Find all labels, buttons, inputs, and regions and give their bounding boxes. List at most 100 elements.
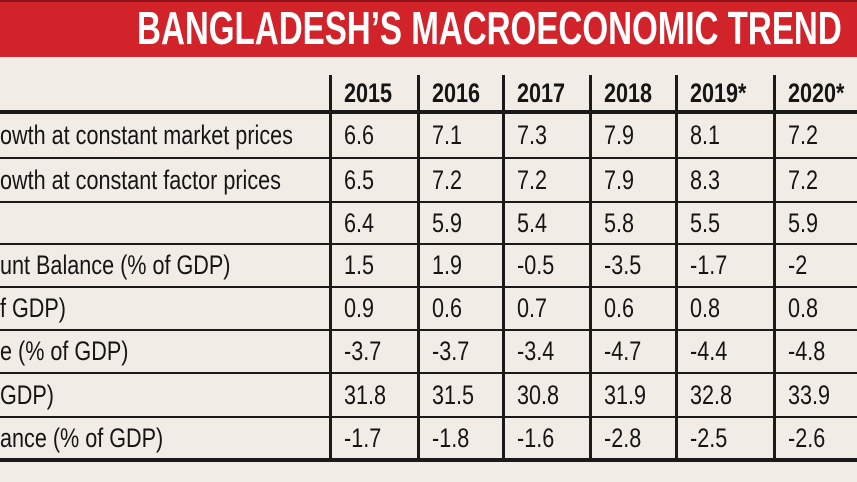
column-header: 2019* <box>690 75 772 112</box>
row-divider <box>0 243 857 245</box>
value-text: -1.8 <box>432 423 470 453</box>
value-cell: 0.9 <box>344 287 416 330</box>
row-label-text: unt Balance (% of GDP) <box>0 250 231 280</box>
value-cell: 32.8 <box>690 373 772 417</box>
value-text: 0.7 <box>517 293 548 323</box>
value-cell: 0.7 <box>517 287 588 330</box>
value-cell: 6.6 <box>344 112 416 158</box>
row-label-text: f GDP) <box>0 293 67 323</box>
value-cell: -3.4 <box>517 330 588 373</box>
value-text: 32.8 <box>690 379 733 410</box>
column-header: 2015 <box>344 75 416 112</box>
value-text: 5.4 <box>517 207 548 238</box>
value-cell: 6.5 <box>344 158 416 202</box>
value-text: 8.3 <box>690 164 721 195</box>
value-text: 31.9 <box>604 379 647 410</box>
value-text: 7.9 <box>604 119 635 150</box>
value-cell: 7.9 <box>604 112 674 158</box>
value-cell: -1.6 <box>517 417 588 460</box>
value-text: -2.6 <box>788 423 826 453</box>
row-label: ance (% of GDP) <box>0 417 326 460</box>
value-cell: 7.2 <box>517 158 588 202</box>
header-row: 2015 2016 2017 2018 2019* 2020* <box>0 75 857 112</box>
value-text: 5.8 <box>604 207 635 238</box>
value-text: -1.6 <box>517 423 555 453</box>
value-text: -4.4 <box>690 336 728 366</box>
value-cell: 1.9 <box>432 244 501 287</box>
value-text: 0.6 <box>432 293 463 323</box>
value-text: 1.9 <box>432 250 463 280</box>
value-text: -2.5 <box>690 423 728 453</box>
column-header: 2016 <box>432 75 501 112</box>
table-row: e (% of GDP) -3.7 -3.7 -3.4 -4.7 -4.4 -4.8 <box>0 330 857 373</box>
value-text: 7.1 <box>432 119 463 150</box>
year-label: 2017 <box>517 78 566 108</box>
row-label-text: GDP) <box>0 379 54 410</box>
value-cell: 7.3 <box>517 112 588 158</box>
value-cell: -1.7 <box>344 417 416 460</box>
value-cell: 7.1 <box>432 112 501 158</box>
table-row: f GDP) 0.9 0.6 0.7 0.6 0.8 0.8 <box>0 287 857 330</box>
value-text: 31.5 <box>432 379 475 410</box>
table-row: owth at constant factor prices 6.5 7.2 7.2 7… <box>0 158 857 202</box>
value-text: 5.9 <box>432 207 463 238</box>
value-cell: -2 <box>788 244 857 287</box>
page-title-text: BANGLADESH’S MACROECONOMIC TREND <box>137 2 842 54</box>
value-text: 7.2 <box>517 164 548 195</box>
value-cell: 7.2 <box>788 112 857 158</box>
value-text: 5.9 <box>788 207 819 238</box>
value-cell: 33.9 <box>788 373 857 417</box>
value-text: 7.2 <box>432 164 463 195</box>
value-text: -4.7 <box>604 336 642 366</box>
row-divider <box>0 416 857 418</box>
value-cell: -1.7 <box>690 244 772 287</box>
value-cell: 5.9 <box>432 202 501 244</box>
column-header: 2017 <box>517 75 588 112</box>
value-cell: 31.8 <box>344 373 416 417</box>
value-text: -2 <box>788 250 808 280</box>
row-divider <box>0 286 857 288</box>
value-cell: 7.9 <box>604 158 674 202</box>
value-text: 8.1 <box>690 119 721 150</box>
value-text: -3.5 <box>604 250 642 280</box>
table-row: ance (% of GDP) -1.7 -1.8 -1.6 -2.8 -2.5 -2.6 <box>0 417 857 460</box>
column-divider <box>773 75 776 462</box>
row-divider <box>0 329 857 331</box>
value-cell: 7.2 <box>788 158 857 202</box>
value-text: 6.4 <box>344 207 375 238</box>
value-cell: -3.7 <box>344 330 416 373</box>
value-cell: -4.7 <box>604 330 674 373</box>
row-divider <box>0 157 857 159</box>
value-text: -0.5 <box>517 250 555 280</box>
column-header: 2018 <box>604 75 674 112</box>
value-cell: 6.4 <box>344 202 416 244</box>
value-text: 6.5 <box>344 164 375 195</box>
row-label-text: owth at constant market prices <box>0 119 293 150</box>
value-cell: 5.9 <box>788 202 857 244</box>
row-label-text: owth at constant factor prices <box>0 164 281 195</box>
value-text: 0.6 <box>604 293 635 323</box>
value-text: -1.7 <box>344 423 382 453</box>
title-banner <box>0 0 857 57</box>
year-label: 2019* <box>690 78 747 108</box>
row-divider <box>0 372 857 374</box>
table-row: GDP) 31.8 31.5 30.8 31.9 32.8 33.9 <box>0 373 857 417</box>
row-label: GDP) <box>0 373 326 417</box>
value-cell: -2.8 <box>604 417 674 460</box>
value-cell: 0.8 <box>788 287 857 330</box>
row-label <box>0 202 326 244</box>
value-text: 0.8 <box>788 293 819 323</box>
value-cell: -2.6 <box>788 417 857 460</box>
row-label-text: e (% of GDP) <box>0 336 129 366</box>
header-label-cell <box>0 75 326 112</box>
value-cell: 0.8 <box>690 287 772 330</box>
value-text: -3.4 <box>517 336 555 366</box>
value-cell: -4.8 <box>788 330 857 373</box>
year-label: 2018 <box>604 78 653 108</box>
value-cell: 8.3 <box>690 158 772 202</box>
column-divider <box>417 75 420 462</box>
column-divider <box>675 75 678 462</box>
value-text: 31.8 <box>344 379 387 410</box>
value-cell: 0.6 <box>432 287 501 330</box>
value-text: 7.3 <box>517 119 548 150</box>
